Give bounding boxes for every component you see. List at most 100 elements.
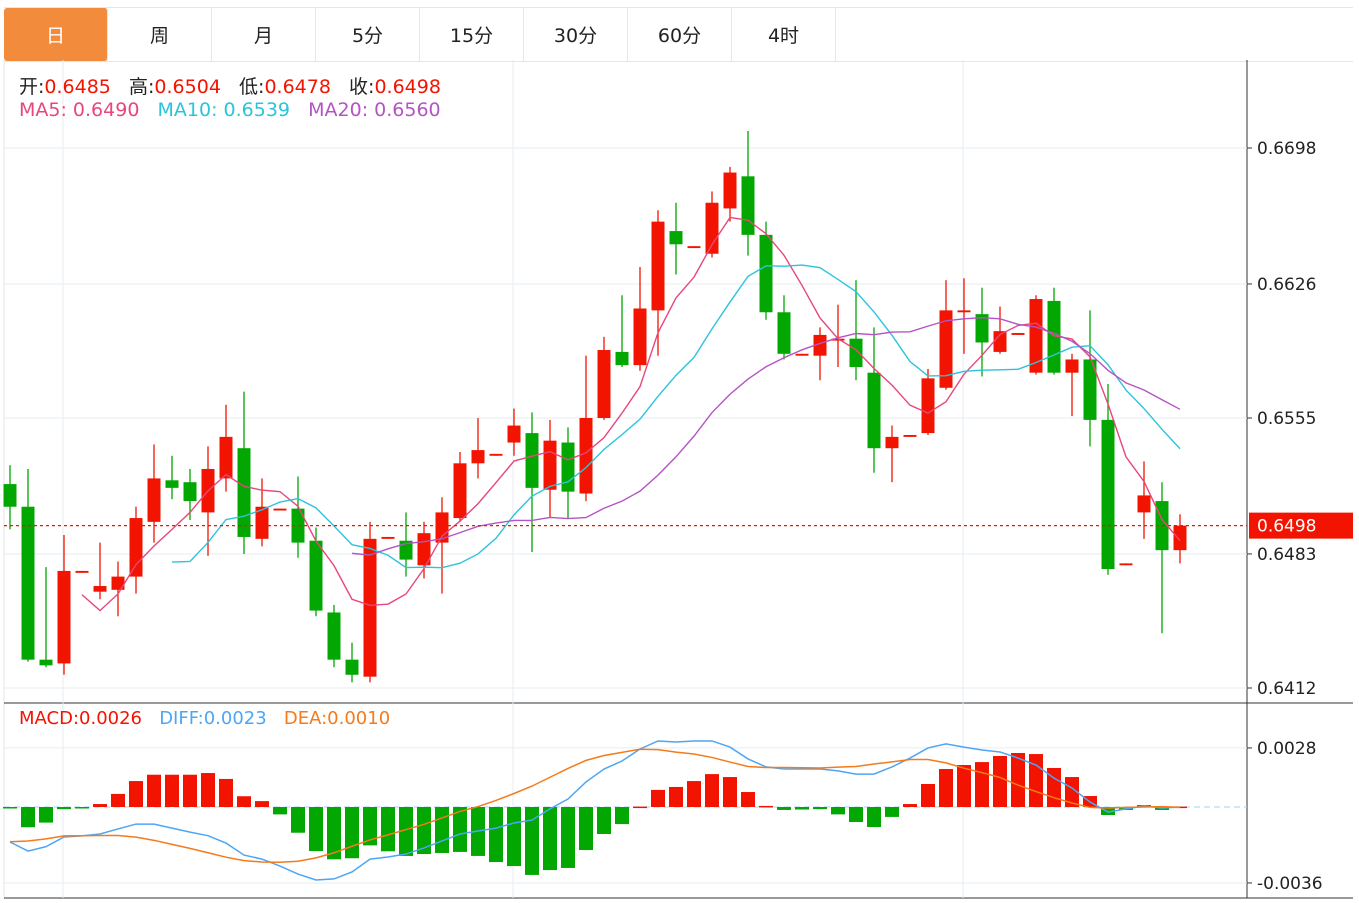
candle-body xyxy=(813,334,827,356)
period-tabs: 日 周 月 5分 15分 30分 60分 4时 xyxy=(4,7,1353,62)
macd-bar xyxy=(687,781,701,807)
candle xyxy=(21,468,35,662)
candle xyxy=(129,506,143,594)
macd-bar xyxy=(1011,752,1025,807)
candle-body xyxy=(975,314,989,343)
candle xyxy=(399,512,413,577)
candle xyxy=(57,535,71,675)
macd-bar xyxy=(93,804,107,807)
last-price-badge xyxy=(1249,512,1353,539)
macd-bar xyxy=(615,807,629,825)
candle-body xyxy=(651,221,665,311)
macd-bar xyxy=(3,807,17,809)
candle xyxy=(39,567,53,668)
candle xyxy=(435,497,449,594)
candle xyxy=(543,419,557,519)
candle-body xyxy=(561,442,575,492)
macd-bar xyxy=(921,784,935,807)
candle xyxy=(903,434,917,437)
tab-30min[interactable]: 30分 xyxy=(524,8,628,61)
macd-bar xyxy=(849,807,863,822)
candle xyxy=(75,570,89,573)
candle xyxy=(561,427,575,519)
macd-bar xyxy=(957,765,971,807)
macd-bar xyxy=(39,807,53,823)
candle-body xyxy=(615,351,629,366)
open-value: 0.6485 xyxy=(44,76,111,98)
ma10-legend: MA10: 0.6539 xyxy=(157,99,291,121)
macd-legend-value: MACD:0.0026 xyxy=(19,708,143,729)
macd-bar xyxy=(795,807,809,810)
candle xyxy=(1029,295,1043,375)
macd-tick-label: -0.0036 xyxy=(1257,874,1323,894)
ma20-legend: MA20: 0.6560 xyxy=(308,99,441,121)
tab-week[interactable]: 周 xyxy=(108,8,212,61)
candle-body xyxy=(993,331,1007,352)
price-tick-label: 0.6412 xyxy=(1257,679,1316,699)
macd-bar xyxy=(255,801,269,807)
tab-60min[interactable]: 60分 xyxy=(628,8,732,61)
candle-body xyxy=(1047,300,1061,373)
ma20-line xyxy=(351,316,1181,556)
tab-15min[interactable]: 15分 xyxy=(420,8,524,61)
candle xyxy=(777,295,791,360)
candle-body xyxy=(957,310,971,313)
high-value: 0.6504 xyxy=(154,76,221,98)
candle xyxy=(813,327,827,381)
tab-day[interactable]: 日 xyxy=(4,8,108,61)
macd-bar xyxy=(219,778,233,807)
candle xyxy=(363,521,377,683)
candle xyxy=(345,642,359,683)
macd-tick-label: 0.0028 xyxy=(1257,739,1316,759)
candle-body xyxy=(903,434,917,437)
candle-body xyxy=(669,231,683,245)
candle-body xyxy=(831,338,845,341)
macd-bar xyxy=(1065,777,1079,807)
candle-body xyxy=(237,448,251,537)
last-price-label: 0.6498 xyxy=(1257,517,1316,537)
macd-bar xyxy=(579,807,593,851)
candle-body xyxy=(597,350,611,418)
candle-body xyxy=(75,570,89,573)
candle-body xyxy=(39,659,53,666)
candles xyxy=(3,131,1187,683)
macd-bar xyxy=(129,781,143,807)
candle-body xyxy=(1065,359,1079,373)
close-value: 0.6498 xyxy=(374,76,441,98)
macd-bar xyxy=(975,762,989,807)
macd-bar xyxy=(903,804,917,807)
candle-body xyxy=(633,308,647,366)
open-label: 开: xyxy=(19,76,45,98)
candle-body xyxy=(525,433,539,488)
price-tick-label: 0.6626 xyxy=(1257,275,1316,295)
macd-bar xyxy=(561,807,575,868)
candle xyxy=(921,368,935,435)
low-value: 0.6478 xyxy=(264,76,331,98)
candle xyxy=(453,451,467,522)
candle xyxy=(867,327,881,473)
macd-bar xyxy=(597,807,611,835)
tab-5min[interactable]: 5分 xyxy=(316,8,420,61)
candle-body xyxy=(939,310,953,388)
macd-bar xyxy=(723,777,737,807)
candle-body xyxy=(777,312,791,354)
tab-4hour[interactable]: 4时 xyxy=(732,8,836,61)
candle-body xyxy=(273,508,287,511)
macd-bar xyxy=(345,807,359,859)
candle xyxy=(849,280,863,381)
candle xyxy=(327,604,341,668)
price-tick-label: 0.6483 xyxy=(1257,545,1316,565)
macd-legend: MACD:0.0026 DIFF:0.0023 DEA:0.0010 xyxy=(19,708,390,729)
candle xyxy=(687,246,701,249)
candle-body xyxy=(1011,333,1025,335)
high-label: 高: xyxy=(129,76,155,98)
diff-line xyxy=(9,740,1181,881)
ma10-line xyxy=(171,264,1181,569)
macd-bar xyxy=(507,807,521,867)
candle xyxy=(147,444,161,543)
candle xyxy=(471,417,485,479)
tab-month[interactable]: 月 xyxy=(212,8,316,61)
macd-bar xyxy=(633,806,647,809)
macd-bar xyxy=(525,807,539,875)
